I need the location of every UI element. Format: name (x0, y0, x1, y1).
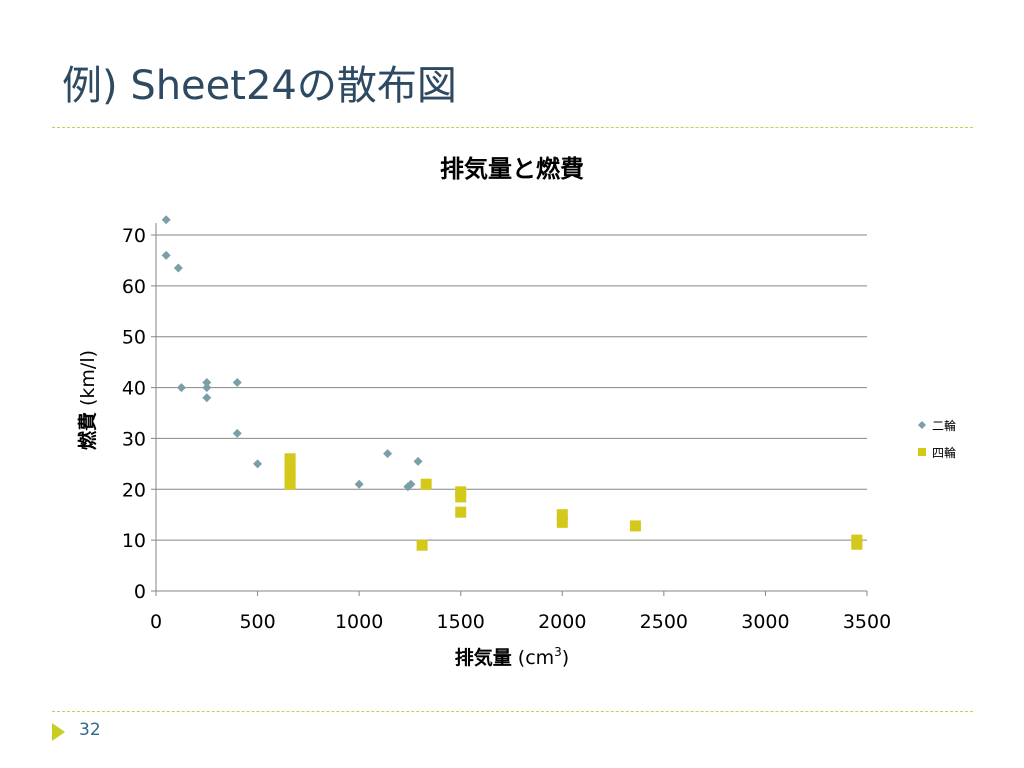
point-nirin-1 (161, 250, 171, 260)
y-tick-label-30: 30 (122, 428, 146, 450)
point-nirin-11 (383, 449, 393, 459)
x-tick-label-3000: 3000 (741, 611, 789, 633)
legend-label-yonrin: 四輪 (932, 445, 956, 460)
point-yonrin-6 (416, 539, 428, 551)
x-axis-label-unit-sup: 3 (554, 645, 562, 659)
point-nirin-4 (202, 377, 212, 387)
point-nirin-6 (202, 393, 212, 403)
point-nirin-2 (173, 263, 183, 273)
y-axis-label-unit: (km/l) (77, 350, 99, 406)
x-axis-label-unit: (cm (518, 647, 554, 669)
chart-legend: 二輪 四輪 (918, 418, 956, 460)
point-yonrin-11 (556, 509, 568, 521)
y-tick-label-20: 20 (122, 479, 146, 501)
y-axis-label-main: 燃費 (76, 412, 99, 450)
legend-label-nirin: 二輪 (932, 418, 956, 433)
y-tick-label-40: 40 (122, 378, 146, 400)
point-yonrin-15 (851, 538, 863, 550)
page-number: 32 (79, 720, 101, 740)
x-tick-label-2000: 2000 (538, 611, 586, 633)
point-nirin-5 (202, 383, 212, 393)
x-tick-label-500: 500 (239, 611, 275, 633)
point-nirin-10 (354, 479, 364, 489)
point-yonrin-7 (420, 478, 432, 490)
x-tick-label-1500: 1500 (437, 611, 485, 633)
x-tick-label-2500: 2500 (640, 611, 688, 633)
point-yonrin-13 (629, 520, 641, 532)
point-nirin-8 (232, 428, 242, 438)
x-axis-label-unit-close: ) (562, 647, 569, 669)
y-axis-label: 燃費 (km/l) (76, 350, 99, 450)
y-tick-label-60: 60 (122, 276, 146, 298)
point-nirin-9 (253, 459, 263, 469)
legend-marker-yonrin (918, 448, 926, 456)
point-nirin-3 (176, 383, 186, 393)
y-tick-label-70: 70 (122, 225, 146, 247)
title-divider (52, 127, 973, 128)
point-nirin-7 (232, 377, 242, 387)
x-tick-label-1000: 1000 (335, 611, 383, 633)
y-tick-label-50: 50 (122, 327, 146, 349)
chart-title: 排気量と燃費 (440, 155, 584, 183)
footer-arrow-icon (52, 723, 65, 741)
y-tick-label-0: 0 (134, 581, 146, 603)
point-nirin-0 (161, 215, 171, 225)
grid-lines (156, 234, 867, 541)
point-yonrin-12 (556, 516, 568, 528)
legend-marker-nirin (918, 421, 926, 429)
x-axis-label: 排気量 (cm3) (455, 645, 569, 669)
point-yonrin-10 (455, 506, 467, 518)
x-tick-label-3500: 3500 (843, 611, 891, 633)
point-nirin-14 (413, 456, 423, 466)
axis-ticks: 0 10 20 30 40 50 60 70 0 500 1000 1500 2000 2500 3000 3… (122, 225, 891, 633)
y-tick-label-10: 10 (122, 530, 146, 552)
x-tick-label-0: 0 (150, 611, 162, 633)
slide-title: 例) Sheet24の散布図 (62, 63, 457, 109)
point-yonrin-9 (455, 491, 467, 503)
data-points (161, 215, 863, 551)
point-nirin-13 (406, 479, 416, 489)
point-yonrin-5 (284, 478, 296, 490)
x-axis-label-main: 排気量 (455, 646, 512, 669)
footer-divider (52, 711, 973, 712)
